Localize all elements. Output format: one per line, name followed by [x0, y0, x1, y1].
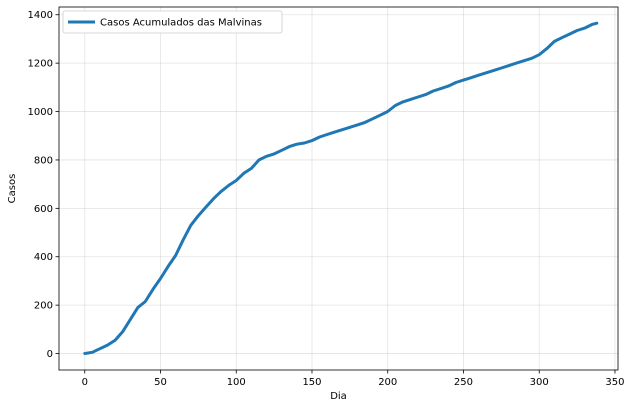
- legend-label: Casos Acumulados das Malvinas: [100, 18, 262, 29]
- x-axis: 0 50 100 150 200 250 300 350: [82, 370, 625, 388]
- x-tick-label: 200: [378, 377, 397, 388]
- x-axis-label: Dia: [330, 391, 347, 402]
- x-tick-label: 0: [82, 377, 88, 388]
- legend-box: [62, 10, 283, 34]
- y-tick-label: 600: [34, 204, 53, 215]
- grid: [59, 7, 618, 370]
- y-tick-label: 1000: [28, 107, 53, 118]
- x-tick-label: 150: [302, 377, 321, 388]
- series-layer: [83, 21, 599, 355]
- y-tick-label: 1400: [28, 10, 53, 21]
- series-line: [83, 21, 599, 355]
- plot-frame: [58, 6, 619, 371]
- plot-area: [59, 7, 618, 370]
- y-tick-label: 800: [34, 155, 53, 166]
- y-tick-label: 200: [34, 301, 53, 312]
- y-tick-label: 1200: [28, 59, 53, 70]
- x-tick-label: 100: [227, 377, 246, 388]
- y-tick-label: 0: [47, 349, 53, 360]
- y-axis: 0 200 400 600 800 1000 1200 1400: [28, 10, 59, 360]
- legend: Casos Acumulados das Malvinas: [62, 10, 283, 34]
- x-tick-label: 250: [454, 377, 473, 388]
- x-tick-label: 350: [605, 377, 624, 388]
- y-tick-label: 400: [34, 252, 53, 263]
- x-tick-label: 300: [530, 377, 549, 388]
- x-tick-label: 50: [154, 377, 167, 388]
- y-axis-label: Casos: [7, 174, 18, 204]
